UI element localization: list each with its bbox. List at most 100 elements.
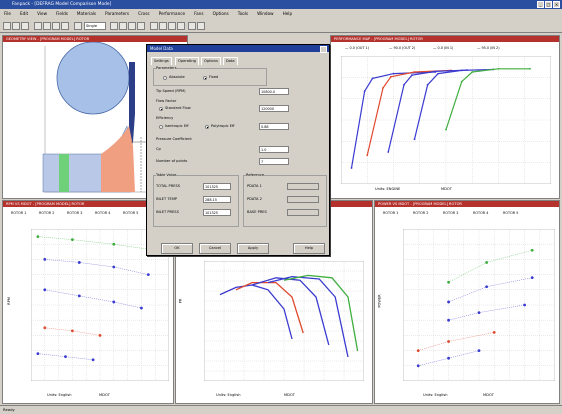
menu-item[interactable]: Fields [56, 11, 68, 16]
settings-icon[interactable] [168, 22, 176, 30]
series-line [251, 277, 330, 346]
radio-label: Fixed [209, 75, 219, 79]
print-icon[interactable] [34, 22, 42, 30]
minimize-icon[interactable]: _ [537, 1, 544, 8]
inlet-temp-field[interactable]: 288.15 [203, 196, 231, 203]
data-point [98, 334, 102, 337]
total-press-field[interactable]: 101325 [203, 183, 231, 190]
base-pres-field[interactable] [287, 209, 319, 216]
x-axis-unit-label: Units: English [216, 393, 241, 397]
inlet-press-field[interactable]: 101325 [203, 209, 231, 216]
pdata1-field[interactable] [287, 183, 319, 190]
menu-item[interactable]: Options [212, 11, 229, 16]
y-axis-label: PR [178, 298, 183, 304]
x-axis-label: MDOT [441, 187, 452, 191]
view-mode-select[interactable]: Single [84, 22, 106, 30]
polytropic-radio[interactable] [205, 125, 209, 129]
menu-item[interactable]: Tools [237, 11, 249, 16]
data-point [413, 71, 416, 73]
power-pane: POWER VS MDOT - [PROGRAM MODEL] ROTOR RO… [374, 200, 560, 404]
data-point [382, 87, 384, 89]
fixed-radio[interactable] [203, 76, 207, 80]
data-point [529, 67, 531, 70]
absolute-radio[interactable] [163, 76, 167, 80]
app-title: Fanpack - [DEFRAG Model Comparison Mode] [12, 2, 112, 7]
arrow-right-icon[interactable] [197, 22, 205, 30]
run-icon[interactable] [150, 22, 158, 30]
menu-item[interactable]: Help [282, 11, 293, 16]
data-point [523, 303, 526, 307]
data-point [387, 151, 390, 153]
data-point [497, 67, 500, 70]
zoom-icon[interactable] [74, 22, 82, 30]
efficiency-field[interactable]: 0.88 [259, 123, 289, 130]
pdata2-field[interactable] [287, 196, 319, 203]
data-point [485, 261, 488, 264]
data-point [416, 364, 420, 368]
data-point [350, 167, 353, 169]
cp-field[interactable]: 1.0 [259, 146, 289, 153]
data-point [112, 265, 116, 269]
menu-item[interactable]: Parameters [105, 11, 130, 16]
grid-icon[interactable] [137, 22, 145, 30]
data-point [477, 311, 481, 314]
standard-flow-field[interactable]: 120000 [259, 105, 289, 112]
copy-icon[interactable] [52, 22, 60, 30]
cancel-button[interactable]: Cancel [199, 243, 231, 254]
tab-operating[interactable]: Operating [175, 57, 199, 65]
new-icon[interactable] [3, 22, 11, 30]
data-point [413, 138, 416, 141]
save-icon[interactable] [21, 22, 29, 30]
x-axis-label: MDOT [99, 393, 110, 397]
help-icon[interactable] [177, 22, 185, 30]
data-point [43, 288, 47, 292]
open-icon[interactable] [12, 22, 20, 30]
data-point [426, 83, 429, 86]
app-titlebar: Fanpack - [DEFRAG Model Comparison Mode]… [0, 0, 562, 9]
data-point [363, 90, 366, 93]
field-label: INLET TEMP [156, 197, 178, 201]
cut-icon[interactable] [43, 22, 51, 30]
tip-speed-label: Tip Speed (RPM) [156, 89, 186, 93]
help-button[interactable]: Help [293, 243, 325, 254]
menu-item[interactable]: Fans [194, 11, 204, 16]
menu-item[interactable]: Materials [76, 11, 97, 16]
chart-icon[interactable] [110, 22, 118, 30]
parameters-group [153, 68, 267, 86]
stop-icon[interactable] [159, 22, 167, 30]
ok-button[interactable]: OK [161, 243, 193, 254]
series-line [37, 353, 94, 360]
menu-item[interactable]: Edit [20, 11, 29, 16]
data-point [447, 356, 450, 360]
menu-item[interactable]: Performance [158, 11, 186, 16]
isentropic-radio[interactable] [159, 125, 163, 129]
tab-data[interactable]: Data [223, 57, 238, 65]
paste-icon[interactable] [61, 22, 69, 30]
pr-chart [204, 261, 364, 381]
points-label: Number of points [156, 159, 188, 163]
standard-flow-radio[interactable] [159, 107, 163, 111]
data-point [437, 72, 440, 75]
perf-map-pane-title: PERFORMANCE MAP - [PROGRAM MODEL] ROTOR [331, 36, 559, 42]
menu-item[interactable]: File [4, 11, 12, 16]
menu-item[interactable]: Cross [138, 11, 150, 16]
points-field[interactable]: 7 [259, 158, 289, 165]
data-point [445, 128, 447, 131]
table-icon[interactable] [119, 22, 127, 30]
data-point [447, 318, 450, 322]
tip-speed-field[interactable]: 10800.0 [259, 88, 289, 95]
x-axis-unit-label: Units: English [47, 393, 72, 397]
apply-button[interactable]: Apply [237, 243, 269, 254]
data-point [460, 80, 463, 83]
legend-item: ROTOR 1 [383, 211, 399, 215]
menu-item[interactable]: View [37, 11, 48, 16]
arrow-left-icon[interactable] [188, 22, 196, 30]
data-point [485, 285, 488, 289]
graph-icon[interactable] [128, 22, 136, 30]
close-icon[interactable] [320, 46, 327, 53]
maximize-icon[interactable]: □ [545, 1, 552, 8]
menu-item[interactable]: Window [257, 11, 274, 16]
tab-options[interactable]: Options [201, 57, 221, 65]
close-icon[interactable]: × [553, 1, 560, 8]
tab-settings[interactable]: Settings [151, 57, 172, 65]
